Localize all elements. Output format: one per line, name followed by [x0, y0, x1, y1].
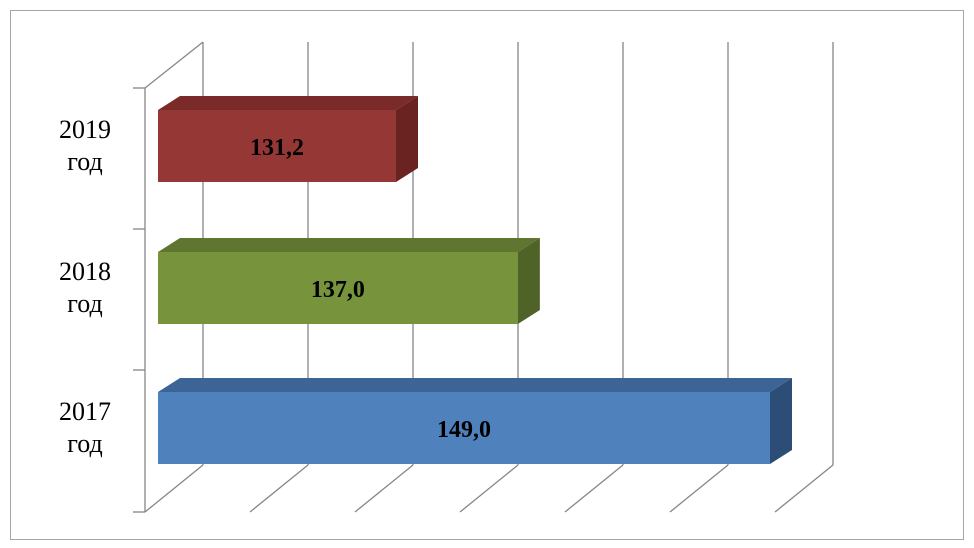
- bars-layer: [158, 96, 792, 464]
- bar-1: [158, 238, 540, 324]
- bar-2: [158, 378, 792, 464]
- bar-front-face: [158, 392, 770, 464]
- data-label: 149,0: [437, 417, 491, 443]
- floor-gridline: [354, 464, 414, 513]
- bar-top-face: [158, 96, 418, 110]
- left-wall-top-edge: [144, 41, 204, 89]
- floor-gridline: [669, 464, 729, 513]
- category-label-line: 2019: [59, 115, 111, 144]
- data-label: 131,2: [250, 135, 304, 161]
- bar-top-face: [158, 238, 540, 252]
- category-label-line: 2017: [59, 397, 111, 426]
- floor-gridline: [144, 464, 204, 513]
- bar-front-face: [158, 110, 396, 182]
- bar-side-face: [396, 96, 418, 182]
- category-label-line: год: [67, 429, 103, 458]
- bar-0: [158, 96, 418, 182]
- category-label: 2017 год: [59, 397, 111, 458]
- bar-side-face: [770, 378, 792, 464]
- category-label: 2019 год: [59, 115, 111, 176]
- bar-side-face: [517, 238, 540, 324]
- bar-front-face: [158, 252, 518, 324]
- floor-gridline: [459, 464, 519, 513]
- category-label-line: год: [67, 147, 103, 176]
- labels-layer: 131,2 2019 год 137,0 2018 год 149,0 2017 год: [59, 115, 491, 458]
- floor-gridline: [774, 464, 834, 513]
- data-label: 137,0: [311, 277, 365, 303]
- category-label-line: год: [67, 289, 103, 318]
- floor-gridline: [564, 464, 624, 513]
- floor-gridline: [249, 464, 309, 513]
- bar-top-face: [158, 378, 792, 392]
- category-label-line: 2018: [59, 257, 111, 286]
- category-label: 2018 год: [59, 257, 111, 318]
